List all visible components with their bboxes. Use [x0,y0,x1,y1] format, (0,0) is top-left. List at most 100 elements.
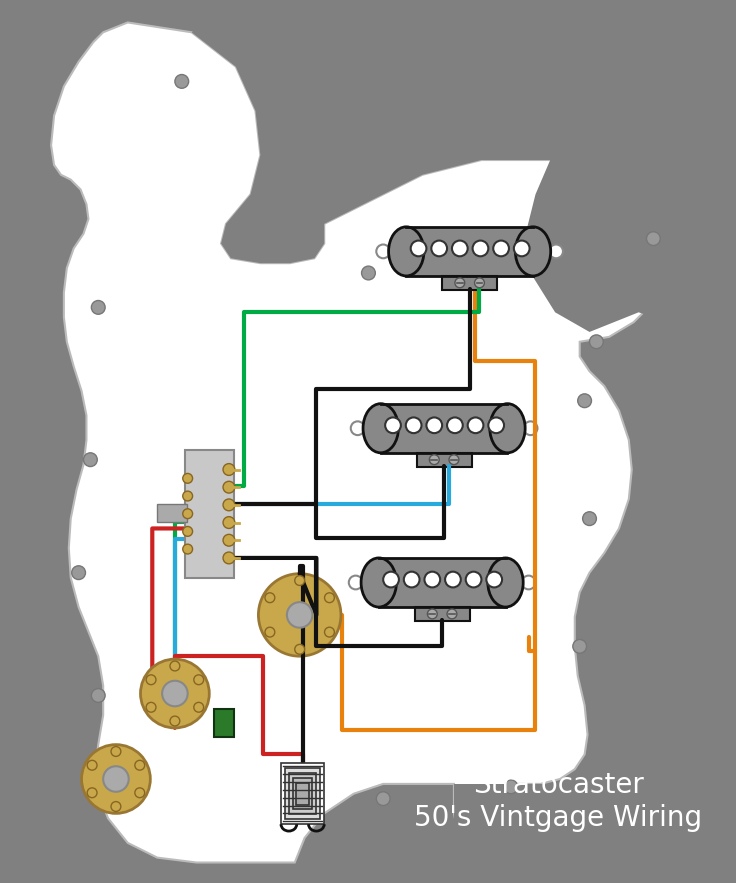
Circle shape [376,245,390,258]
Circle shape [473,240,488,256]
Text: Stratocaster
50's Vintgage Wiring: Stratocaster 50's Vintgage Wiring [414,772,702,832]
Circle shape [83,453,97,466]
Circle shape [425,571,440,587]
Bar [158,504,187,522]
Circle shape [325,627,334,637]
Circle shape [183,509,193,518]
Circle shape [488,418,504,434]
Circle shape [351,421,364,435]
Circle shape [573,639,587,653]
Bar [381,404,508,453]
Ellipse shape [515,227,551,276]
Circle shape [223,481,235,493]
Circle shape [135,788,145,797]
Circle shape [194,702,204,713]
Bar [285,768,320,819]
Circle shape [223,552,235,564]
Circle shape [455,278,464,288]
Circle shape [524,421,537,435]
Circle shape [349,576,363,589]
Circle shape [162,681,188,706]
Ellipse shape [363,404,398,453]
Circle shape [385,418,401,434]
Circle shape [294,645,305,654]
Circle shape [466,571,481,587]
Bar [417,453,472,466]
Circle shape [87,788,97,797]
Bar [281,763,325,824]
Circle shape [265,592,275,602]
Circle shape [428,609,437,619]
Bar [442,276,497,290]
Circle shape [404,571,420,587]
Circle shape [504,780,518,794]
Circle shape [325,592,334,602]
Circle shape [646,231,660,245]
Circle shape [449,455,459,464]
Circle shape [135,760,145,770]
Circle shape [223,517,235,528]
Polygon shape [51,22,668,863]
Circle shape [111,746,121,757]
Circle shape [447,609,457,619]
Circle shape [265,627,275,637]
Circle shape [383,571,399,587]
Circle shape [87,760,97,770]
Circle shape [452,240,467,256]
Circle shape [583,512,596,525]
Circle shape [141,659,209,728]
Circle shape [111,802,121,811]
Circle shape [223,464,235,475]
Circle shape [287,602,313,628]
Circle shape [493,240,509,256]
Circle shape [549,245,563,258]
Circle shape [194,675,204,684]
Bar [289,774,316,814]
Ellipse shape [489,404,526,453]
Circle shape [522,576,536,589]
Circle shape [590,335,604,349]
Circle shape [183,473,193,483]
Circle shape [475,278,484,288]
Circle shape [258,574,341,656]
Circle shape [146,675,156,684]
Bar [293,778,313,810]
Ellipse shape [361,558,397,607]
Bar [296,783,310,804]
Bar [185,449,234,577]
Circle shape [447,418,463,434]
Circle shape [467,418,484,434]
Circle shape [170,661,180,671]
Polygon shape [454,784,723,875]
Circle shape [71,566,85,579]
Circle shape [223,534,235,547]
Circle shape [426,418,442,434]
Circle shape [170,716,180,726]
Circle shape [431,240,447,256]
Circle shape [82,744,150,813]
Polygon shape [191,8,723,342]
Bar [406,227,533,276]
Circle shape [183,526,193,536]
Circle shape [411,240,426,256]
Circle shape [486,571,502,587]
Ellipse shape [488,558,523,607]
Circle shape [429,455,439,464]
Circle shape [361,266,375,280]
Circle shape [406,418,422,434]
Circle shape [514,240,530,256]
Circle shape [91,689,105,702]
Circle shape [578,394,592,408]
Bar [379,558,506,607]
Bar [214,709,234,736]
Circle shape [294,576,305,585]
Circle shape [183,491,193,501]
Circle shape [106,787,120,801]
Circle shape [91,300,105,314]
Circle shape [445,571,461,587]
Circle shape [183,544,193,554]
Circle shape [146,702,156,713]
Circle shape [376,792,390,805]
Ellipse shape [389,227,424,276]
Bar [414,607,470,621]
